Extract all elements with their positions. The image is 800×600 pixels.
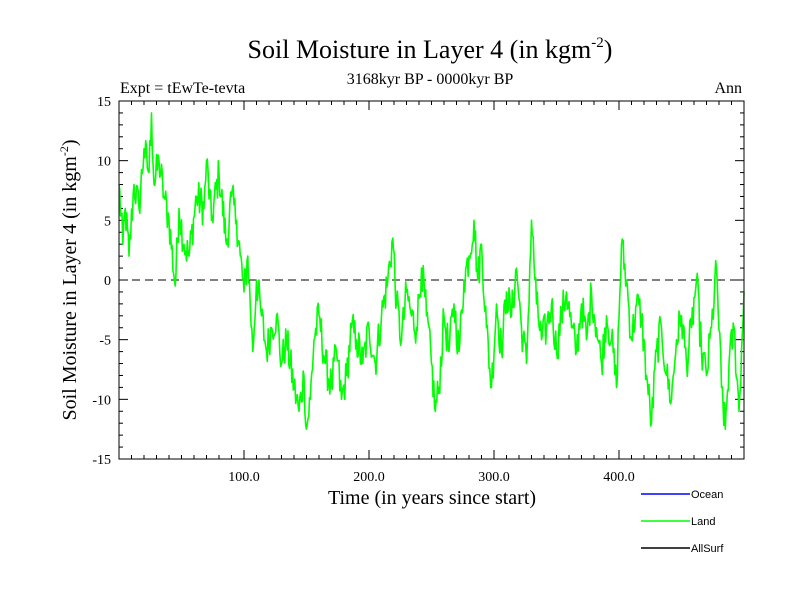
- x-axis-ticks: 100.0 200.0 300.0 400.0: [131, 101, 732, 485]
- plot-frame: [118, 100, 745, 460]
- y-tick-label: -10: [92, 393, 111, 408]
- x-tick-label: 400.0: [603, 470, 635, 485]
- y-axis-ticks: -15 -10 -5 0 5 10 15: [92, 95, 744, 468]
- chart-title-main: Soil Moisture in Layer 4 (in kgm: [248, 35, 592, 64]
- series-line-land: [118, 112, 745, 430]
- legend-label-land: Land: [691, 516, 715, 528]
- y-tick-label: 5: [104, 214, 111, 229]
- x-tick-label: 200.0: [353, 470, 385, 485]
- legend-label-ocean: Ocean: [691, 489, 723, 501]
- x-tick-label: 300.0: [478, 470, 510, 485]
- series-group: [118, 112, 745, 430]
- y-axis-label-main: Soil Moisture in Layer 4 (in kgm: [59, 156, 81, 421]
- y-tick-label: -5: [99, 334, 111, 349]
- y-axis-label: Soil Moisture in Layer 4 (in kgm-2): [57, 139, 81, 420]
- y-tick-label: -15: [92, 453, 111, 468]
- experiment-label: Expt = tEwTe-tevta: [120, 80, 245, 97]
- chart-title-sup: -2: [591, 35, 604, 51]
- period-label: Ann: [714, 80, 742, 97]
- chart-subtitle: 3168kyr BP - 0000kyr BP: [347, 71, 514, 88]
- y-tick-label: 15: [97, 95, 111, 110]
- x-axis-label: Time (in years since start): [328, 487, 536, 509]
- y-axis-label-sup: -2: [57, 146, 71, 156]
- y-axis-label-close: ): [59, 139, 81, 146]
- x-tick-label: 100.0: [228, 470, 260, 485]
- chart-title-close: ): [604, 35, 613, 64]
- y-tick-label: 0: [104, 274, 111, 289]
- chart-title: Soil Moisture in Layer 4 (in kgm-2): [248, 35, 613, 64]
- y-tick-label: 10: [97, 155, 111, 170]
- legend: Ocean Land AllSurf: [641, 489, 724, 555]
- legend-label-allsurf: AllSurf: [691, 543, 724, 555]
